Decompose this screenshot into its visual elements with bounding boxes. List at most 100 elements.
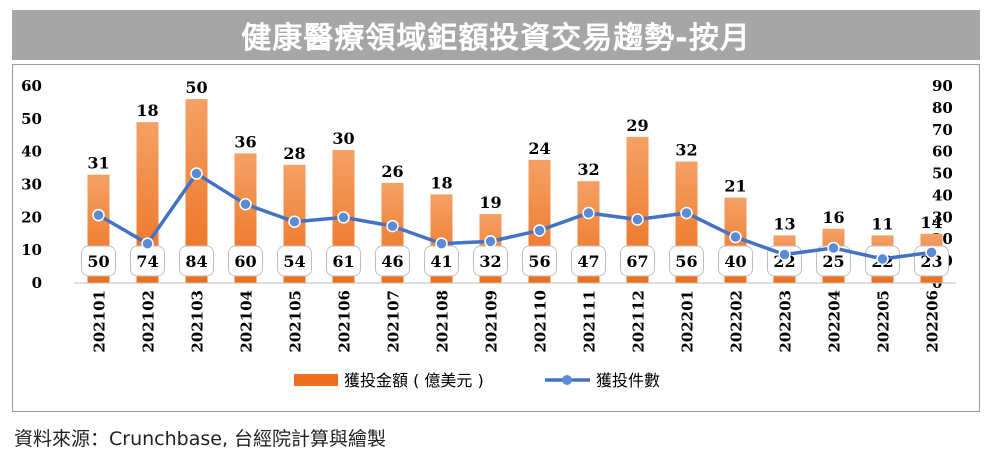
count-marker-202103	[190, 167, 203, 180]
y-right-tick-label: 30	[932, 208, 953, 226]
count-marker-202106	[337, 211, 350, 224]
count-label: 19	[479, 193, 501, 212]
count-marker-202203	[778, 248, 791, 261]
y-right-tick-label: 80	[932, 99, 953, 117]
count-label: 29	[626, 116, 648, 135]
bar-value-label: 32	[479, 252, 501, 271]
x-tick-label: 202203	[777, 290, 795, 353]
source-note: 資料來源：Crunchbase, 台經院計算與繪製	[14, 428, 387, 450]
bar-value-label: 46	[381, 252, 403, 271]
bar-value-label: 56	[675, 252, 697, 271]
x-tick-label: 202108	[434, 290, 452, 353]
bar-value-label: 50	[87, 252, 109, 271]
x-tick-label: 202105	[287, 290, 305, 353]
count-marker-202102	[141, 237, 154, 250]
bar-value-box	[179, 245, 214, 277]
x-tick-label: 202204	[826, 290, 844, 353]
count-label: 14	[920, 213, 942, 232]
count-marker-202107	[386, 219, 399, 233]
bar-value-box	[571, 245, 606, 277]
count-label: 32	[577, 160, 599, 179]
count-marker-202109	[484, 235, 497, 248]
count-marker-202110	[533, 224, 546, 237]
bar-value-label: 61	[332, 252, 354, 271]
bar-value-label: 40	[724, 252, 746, 271]
count-marker-202206	[925, 246, 938, 259]
x-tick-label: 202205	[875, 290, 893, 353]
y-left-tick-label: 30	[21, 176, 42, 194]
bar-value-box	[522, 245, 557, 277]
x-tick-label: 202110	[532, 290, 550, 353]
count-label: 24	[528, 139, 550, 158]
bar-value-label: 56	[528, 252, 550, 271]
x-tick-label: 202102	[140, 290, 158, 353]
count-label: 21	[724, 177, 746, 196]
bar-value-box	[277, 245, 312, 277]
x-tick-label: 202101	[91, 290, 109, 353]
bar-value-box	[718, 245, 753, 277]
bar-value-label: 67	[626, 252, 648, 271]
x-tick-label: 202109	[483, 290, 501, 353]
x-tick-label: 202111	[581, 290, 599, 353]
chart-title: 健康醫療領域鉅額投資交易趨勢-按月	[12, 10, 980, 60]
legend-bar-swatch	[294, 374, 338, 386]
bar-value-label: 25	[822, 252, 844, 271]
x-tick-label: 202112	[630, 290, 648, 353]
bar-value-label: 41	[430, 252, 452, 271]
count-label: 18	[430, 173, 452, 192]
count-marker-202112	[631, 213, 644, 226]
bar-value-box	[228, 245, 263, 277]
count-marker-202201	[680, 206, 693, 220]
bar-value-box	[669, 245, 704, 277]
x-tick-label: 202103	[189, 290, 207, 353]
bar-value-box	[81, 245, 116, 277]
bar-value-box	[620, 245, 655, 277]
x-tick-label: 202107	[385, 290, 403, 353]
count-marker-202205	[876, 252, 889, 266]
y-left-tick-label: 60	[21, 77, 42, 95]
bar-value-label: 23	[920, 252, 942, 271]
bar-value-box	[375, 245, 410, 277]
count-marker-202108	[435, 237, 448, 250]
y-right-tick-label: 70	[932, 121, 953, 139]
x-tick-label: 202104	[238, 290, 256, 353]
bar-value-box	[326, 245, 361, 277]
count-marker-202204	[827, 241, 840, 255]
count-label: 18	[136, 101, 158, 120]
bar-value-label: 84	[185, 252, 207, 271]
count-marker-202101	[92, 208, 105, 222]
count-marker-202202	[729, 230, 742, 244]
bar-value-label: 54	[283, 252, 305, 271]
bar-value-label: 47	[577, 252, 599, 271]
y-left-tick-label: 20	[21, 208, 42, 226]
x-tick-label: 202202	[728, 290, 746, 353]
bar-202103	[185, 99, 208, 283]
count-marker-202111	[582, 206, 595, 220]
count-label: 30	[332, 129, 354, 148]
y-right-tick-label: 50	[932, 165, 953, 183]
y-right-tick-label: 40	[932, 186, 953, 204]
count-label: 31	[87, 154, 109, 173]
x-tick-label: 202201	[679, 290, 697, 353]
x-tick-label: 202206	[924, 290, 942, 353]
count-label: 36	[234, 132, 256, 151]
count-label: 32	[675, 141, 697, 160]
count-marker-202105	[288, 215, 301, 228]
count-label: 11	[871, 214, 893, 233]
y-right-tick-label: 90	[932, 77, 953, 95]
count-label: 50	[185, 78, 207, 97]
count-marker-202104	[239, 197, 252, 211]
y-right-tick-label: 60	[932, 143, 953, 161]
legend-line-marker	[562, 375, 572, 385]
count-label: 26	[381, 162, 403, 181]
count-line	[97, 171, 932, 261]
count-label: 13	[773, 214, 795, 233]
legend-bar-label: 獲投金額 ( 億美元 )	[344, 371, 484, 390]
bar-value-label: 74	[136, 252, 158, 271]
y-left-tick-label: 10	[21, 241, 42, 259]
y-left-tick-label: 40	[21, 143, 42, 161]
count-label: 28	[283, 144, 305, 163]
y-left-tick-label: 0	[32, 274, 42, 292]
legend-line-label: 獲投件數	[596, 371, 660, 390]
combo-chart: 0102030405060010203040506070809050748460…	[21, 77, 956, 390]
